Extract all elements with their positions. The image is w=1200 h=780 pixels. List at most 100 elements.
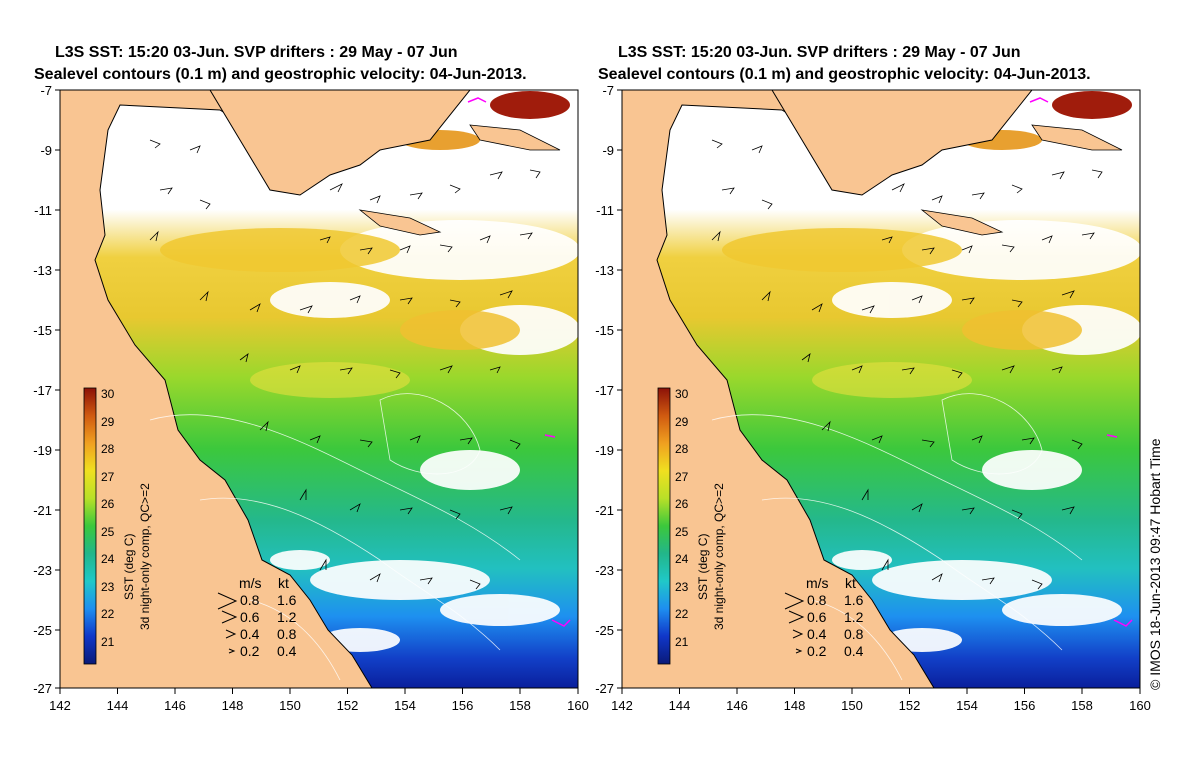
lat-tick: -15 bbox=[33, 323, 52, 338]
velocity-arrows bbox=[149, 139, 541, 590]
imos-credit: © IMOS 18-Jun-2013 09:47 Hobart Time bbox=[1147, 438, 1163, 690]
lat-tick: -25 bbox=[595, 623, 614, 638]
legend-kt: 0.8 bbox=[277, 626, 297, 642]
lon-tick: 156 bbox=[1014, 698, 1036, 713]
lon-tick: 160 bbox=[567, 698, 589, 713]
lat-tick: -7 bbox=[40, 83, 52, 98]
colorbar-tick: 23 bbox=[675, 580, 689, 594]
lon-tick: 148 bbox=[222, 698, 244, 713]
warm-patches bbox=[722, 91, 1132, 398]
sealevel-contours bbox=[149, 393, 521, 681]
land-islands bbox=[920, 124, 1123, 236]
lon-tick: 146 bbox=[726, 698, 748, 713]
legend-kt: 0.8 bbox=[844, 626, 864, 642]
colorbar-label: SST (deg C) bbox=[122, 534, 136, 600]
lon-tick: 144 bbox=[669, 698, 691, 713]
legend-header-ms: m/s bbox=[239, 575, 262, 591]
lat-axis: -7 -9 -11 -13 -15 -17 -19 -21 -23 -25 -2… bbox=[33, 83, 60, 696]
lat-axis: -7 -9 -11 -13 -15 -17 -19 -21 -23 -25 -2… bbox=[595, 83, 622, 696]
lat-tick: -27 bbox=[595, 681, 614, 696]
lon-tick: 150 bbox=[279, 698, 301, 713]
chevron-arrow-icon bbox=[792, 629, 804, 639]
lat-tick: -27 bbox=[33, 681, 52, 696]
colorbar-tick: 25 bbox=[675, 525, 689, 539]
panel-title-line1: L3S SST: 15:20 03-Jun. SVP drifters : 29… bbox=[55, 44, 458, 61]
legend-kt: 1.6 bbox=[277, 592, 297, 608]
legend-ms: 0.4 bbox=[240, 626, 260, 642]
lon-axis: 142 144 146 148 150 152 154 156 158 160 bbox=[49, 688, 589, 713]
panel-title-line1: L3S SST: 15:20 03-Jun. SVP drifters : 29… bbox=[618, 44, 1021, 61]
colorbar-tick: 29 bbox=[675, 415, 689, 429]
lat-tick: -17 bbox=[33, 383, 52, 398]
velocity-legend: m/s kt 0.8 1.6 0.6 1.2 0.4 0.8 0.2 0.4 bbox=[217, 575, 297, 659]
colorbar-gradient bbox=[83, 387, 97, 665]
lat-tick: -11 bbox=[596, 203, 614, 218]
sst-colorbar: 30 29 28 27 26 25 24 23 22 21 SST (deg C… bbox=[657, 387, 726, 665]
colorbar-tick: 24 bbox=[675, 552, 689, 566]
lon-tick: 150 bbox=[841, 698, 863, 713]
land-australia bbox=[60, 90, 373, 688]
colorbar-tick: 22 bbox=[101, 607, 115, 621]
legend-header-kt: kt bbox=[278, 575, 289, 591]
lon-tick: 156 bbox=[452, 698, 474, 713]
land-australia bbox=[622, 90, 935, 688]
velocity-arrows bbox=[711, 139, 1103, 590]
colorbar-tick: 21 bbox=[101, 635, 115, 649]
lat-tick: -7 bbox=[602, 83, 614, 98]
drifter-tracks bbox=[1029, 97, 1133, 627]
lat-tick: -19 bbox=[33, 443, 52, 458]
legend-ms: 0.6 bbox=[807, 609, 827, 625]
legend-header-ms: m/s bbox=[806, 575, 829, 591]
chevron-arrow-icon bbox=[221, 610, 238, 624]
lat-tick: -9 bbox=[602, 143, 614, 158]
sealevel-contours bbox=[711, 393, 1083, 681]
lon-tick: 142 bbox=[611, 698, 633, 713]
colorbar-tick: 25 bbox=[101, 525, 115, 539]
chevron-arrow-icon bbox=[788, 610, 805, 624]
lat-tick: -13 bbox=[33, 263, 52, 278]
colorbar-sublabel: 3d night-only comp, QC>=2 bbox=[712, 483, 726, 630]
land-islands bbox=[358, 124, 561, 236]
colorbar-tick: 27 bbox=[675, 470, 689, 484]
colorbar-tick: 23 bbox=[101, 580, 115, 594]
lat-tick: -19 bbox=[595, 443, 614, 458]
chevron-arrow-icon bbox=[795, 648, 803, 654]
colorbar-tick: 26 bbox=[101, 497, 115, 511]
colorbar-label: SST (deg C) bbox=[696, 534, 710, 600]
lon-tick: 144 bbox=[107, 698, 129, 713]
cloud-gaps bbox=[270, 220, 578, 652]
colorbar-tick: 24 bbox=[101, 552, 115, 566]
legend-kt: 1.2 bbox=[277, 609, 297, 625]
lon-tick: 160 bbox=[1129, 698, 1151, 713]
drifter-tracks bbox=[467, 97, 571, 627]
sst-colorbar: 30 29 28 27 26 25 24 23 22 21 SST (deg C… bbox=[83, 387, 152, 665]
chevron-arrow-icon bbox=[217, 592, 238, 610]
colorbar-tick: 28 bbox=[101, 442, 115, 456]
land-png bbox=[209, 90, 471, 196]
colorbar-tick: 22 bbox=[675, 607, 689, 621]
lon-tick: 148 bbox=[784, 698, 806, 713]
colorbar-tick: 27 bbox=[101, 470, 115, 484]
lon-tick: 152 bbox=[337, 698, 359, 713]
legend-ms: 0.2 bbox=[240, 643, 260, 659]
lon-tick: 154 bbox=[956, 698, 978, 713]
colorbar-tick: 30 bbox=[675, 387, 689, 401]
legend-ms: 0.2 bbox=[807, 643, 827, 659]
lat-tick: -17 bbox=[595, 383, 614, 398]
map-panel-left: L3S SST: 15:20 03-Jun. SVP drifters : 29… bbox=[33, 44, 589, 713]
panel-title-line2: Sealevel contours (0.1 m) and geostrophi… bbox=[34, 66, 527, 83]
chevron-arrow-icon bbox=[228, 648, 236, 654]
lat-tick: -23 bbox=[33, 563, 52, 578]
lat-tick: -23 bbox=[595, 563, 614, 578]
map-panel-right: L3S SST: 15:20 03-Jun. SVP drifters : 29… bbox=[595, 44, 1151, 713]
lon-tick: 158 bbox=[509, 698, 531, 713]
lon-tick: 154 bbox=[394, 698, 416, 713]
lat-tick: -13 bbox=[595, 263, 614, 278]
legend-ms: 0.8 bbox=[240, 592, 260, 608]
lat-tick: -15 bbox=[595, 323, 614, 338]
panel-title-line2: Sealevel contours (0.1 m) and geostrophi… bbox=[598, 66, 1091, 83]
cloud-gaps bbox=[832, 220, 1140, 652]
colorbar-tick: 28 bbox=[675, 442, 689, 456]
legend-header-kt: kt bbox=[845, 575, 856, 591]
